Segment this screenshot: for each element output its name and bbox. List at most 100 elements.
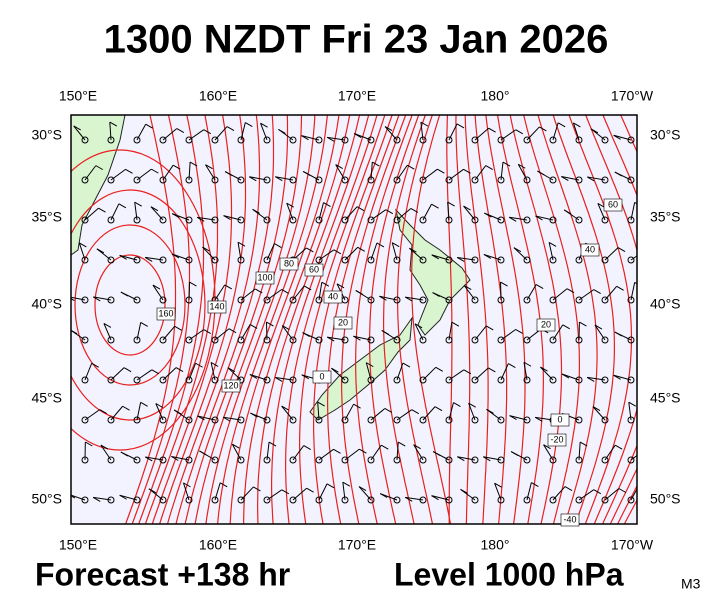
wind-barb-feather	[150, 206, 159, 212]
wind-barb	[318, 282, 323, 301]
wind-station	[575, 136, 583, 144]
isobar	[585, 115, 637, 524]
wind-barb	[578, 489, 595, 501]
wind-barb-feather	[140, 321, 148, 327]
wind-barb	[561, 176, 580, 181]
wind-barb	[344, 246, 359, 261]
wind-barb	[188, 329, 204, 341]
wind-station	[263, 176, 271, 184]
wind-station	[523, 136, 531, 144]
wind-station	[627, 176, 635, 184]
wind-station	[367, 256, 375, 264]
wind-barb	[405, 296, 424, 301]
wind-barb-feather	[379, 295, 387, 301]
wind-barb	[422, 168, 438, 181]
wind-barb-feather	[93, 296, 101, 302]
wind-station	[81, 296, 89, 304]
wind-station	[497, 136, 505, 144]
wind-station	[601, 136, 609, 144]
wind-station	[81, 416, 89, 424]
wind-barb	[474, 325, 487, 341]
wind-barb-feather	[540, 366, 548, 372]
wind-barb	[630, 255, 637, 261]
wind-station	[315, 216, 323, 224]
contour-label-bg	[279, 257, 299, 271]
wind-station	[107, 376, 115, 384]
wind-barb	[420, 122, 424, 141]
wind-barb	[358, 486, 372, 501]
contour-label: 160	[158, 308, 173, 318]
wind-station	[263, 216, 271, 224]
wind-barb-feather	[453, 402, 461, 407]
wind-station	[341, 176, 349, 184]
wind-barb	[84, 409, 100, 421]
contour-label: 120	[223, 380, 238, 390]
wind-barb-feather	[268, 441, 277, 447]
isobar	[243, 115, 351, 524]
wind-barb-feather	[518, 163, 526, 169]
wind-barb-feather	[413, 444, 421, 450]
wind-station	[471, 296, 479, 304]
model-label: M3	[681, 576, 701, 592]
wind-barb	[73, 125, 86, 141]
wind-barb-feather	[391, 242, 400, 248]
wind-barb-feather	[379, 493, 388, 498]
wind-station	[601, 176, 609, 184]
wind-station	[523, 256, 531, 264]
wind-barb-feather	[358, 486, 367, 491]
wind-barb-feather	[100, 444, 109, 450]
wind-barb	[275, 176, 294, 181]
wind-barb-feather	[119, 494, 127, 500]
wind-barb-feather	[245, 122, 253, 127]
contour-label: 40	[585, 244, 595, 254]
wind-barb	[391, 242, 398, 261]
wind-barb-feather	[463, 369, 472, 375]
wind-barb-feather	[222, 416, 231, 422]
wind-barb-feather	[306, 487, 314, 493]
wind-station	[263, 416, 271, 424]
wind-barb	[500, 129, 517, 141]
wind-station	[523, 416, 531, 424]
wind-station	[393, 216, 401, 224]
wind-barb	[552, 122, 559, 141]
wind-barb	[237, 242, 242, 261]
wind-station	[367, 416, 375, 424]
wind-barb-feather	[274, 243, 282, 249]
wind-barb	[119, 494, 138, 501]
wind-station	[263, 496, 271, 504]
wind-station	[445, 376, 453, 384]
wind-station	[133, 336, 141, 344]
wind-barb	[526, 126, 540, 141]
wind-station	[211, 176, 219, 184]
wind-barb-feather	[535, 215, 543, 221]
wind-station	[289, 416, 297, 424]
wind-barb-feather	[250, 412, 258, 418]
wind-station	[549, 376, 557, 384]
isobar	[537, 115, 598, 524]
wind-barb	[448, 322, 453, 341]
wind-station	[445, 136, 453, 144]
wind-station	[419, 336, 427, 344]
wind-station	[627, 296, 635, 304]
wind-barb-feather	[566, 288, 575, 294]
wind-barb	[214, 126, 228, 141]
wind-barb	[202, 246, 216, 261]
wind-station	[575, 376, 583, 384]
wind-barb-feather	[232, 443, 240, 449]
wind-barb-feather	[402, 362, 411, 368]
wind-barb-feather	[463, 168, 471, 174]
wind-barb	[572, 122, 580, 141]
wind-barb-feather	[122, 405, 130, 411]
wind-barb-feather	[510, 451, 519, 457]
wind-barb	[552, 324, 564, 341]
wind-station	[445, 496, 453, 504]
wind-barb	[587, 176, 606, 181]
wind-barb	[474, 367, 489, 381]
wind-barb	[171, 456, 190, 461]
lon-label-bottom: 160°E	[199, 537, 237, 553]
wind-barb-feather	[573, 122, 581, 128]
wind-barb-feather	[579, 441, 588, 447]
contour-label-bg	[550, 413, 570, 427]
wind-barb-feather	[203, 329, 211, 335]
wind-station	[289, 176, 297, 184]
